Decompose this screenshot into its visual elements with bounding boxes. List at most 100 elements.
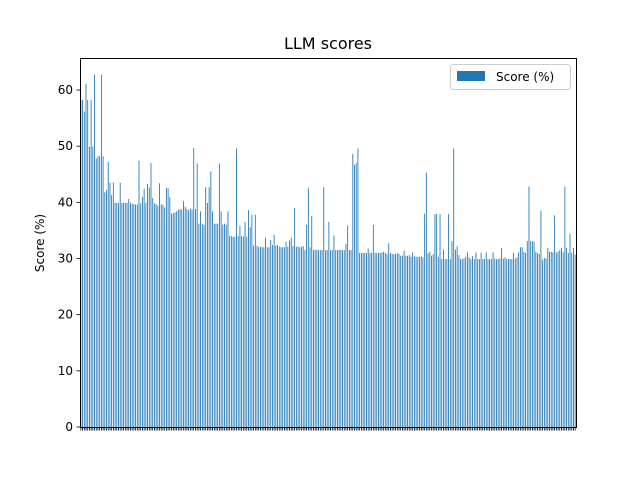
bar <box>357 148 359 428</box>
bar <box>230 236 232 427</box>
bar <box>318 250 320 427</box>
bar <box>82 100 83 428</box>
bar <box>85 83 87 427</box>
bar <box>511 259 513 427</box>
bar <box>106 189 107 427</box>
bar <box>393 254 395 427</box>
bar <box>148 187 150 427</box>
bar <box>123 202 125 427</box>
bar <box>280 247 282 427</box>
bar <box>165 187 167 427</box>
bar <box>513 252 514 427</box>
bar <box>203 224 205 427</box>
legend-label: Score (%) <box>496 70 554 84</box>
bar <box>299 247 301 427</box>
bar <box>398 254 400 427</box>
bar <box>549 251 550 427</box>
bar <box>201 223 203 427</box>
bar <box>290 237 292 427</box>
bar <box>475 252 477 427</box>
bar <box>95 158 97 427</box>
bar <box>478 259 480 427</box>
bar <box>456 246 458 427</box>
bar <box>128 198 130 427</box>
bar <box>206 202 208 427</box>
bar <box>573 247 574 427</box>
bar <box>242 236 244 427</box>
bar <box>304 250 306 427</box>
bar <box>562 252 564 427</box>
bar <box>316 250 318 427</box>
bar <box>92 146 94 428</box>
bar <box>557 251 559 427</box>
bar <box>171 213 172 427</box>
bar <box>425 172 427 427</box>
bar <box>468 257 470 427</box>
bar <box>261 247 263 427</box>
bar <box>287 246 289 427</box>
bar <box>256 245 258 427</box>
bar <box>109 182 111 427</box>
bar <box>295 246 297 427</box>
bar <box>311 215 313 427</box>
bar <box>309 247 311 427</box>
bar <box>222 224 224 427</box>
y-tick-label: 40 <box>58 195 73 209</box>
bar <box>179 209 181 427</box>
bar <box>386 254 388 427</box>
bar <box>379 252 381 427</box>
bar <box>172 213 174 427</box>
bar <box>100 74 102 427</box>
bar <box>437 256 439 427</box>
y-axis-label: Score (%) <box>33 214 47 272</box>
bar <box>383 251 385 427</box>
bar <box>224 223 225 427</box>
bar <box>378 252 379 427</box>
bar <box>336 250 338 427</box>
bar <box>422 257 424 427</box>
bar <box>496 259 497 427</box>
bar <box>335 250 337 427</box>
bar <box>107 161 109 427</box>
bar <box>526 241 528 427</box>
bar <box>446 259 448 427</box>
bar <box>554 215 556 427</box>
bar <box>401 255 403 427</box>
bar <box>140 203 142 427</box>
bar <box>270 239 272 427</box>
bar <box>155 204 157 427</box>
bar <box>472 256 473 427</box>
bar <box>366 252 367 427</box>
bar <box>193 147 195 428</box>
bar <box>501 247 503 427</box>
bar <box>326 250 328 427</box>
bar <box>126 202 128 427</box>
bar <box>237 236 239 427</box>
bar <box>444 259 446 427</box>
bar <box>567 252 569 427</box>
bar <box>448 214 450 427</box>
bar <box>519 247 521 427</box>
plot-frame <box>80 58 577 428</box>
bar <box>340 250 342 427</box>
bar <box>408 255 410 427</box>
bar <box>294 207 296 427</box>
bar <box>164 207 166 427</box>
bar <box>330 250 331 427</box>
bar <box>543 257 545 427</box>
bar <box>420 256 422 427</box>
bar <box>396 252 398 427</box>
bar <box>167 188 169 427</box>
bar <box>360 252 362 427</box>
bar <box>217 223 219 427</box>
bar <box>395 254 396 427</box>
bar <box>292 246 294 427</box>
bar <box>413 256 415 427</box>
bar <box>453 148 455 428</box>
bar <box>159 183 160 427</box>
bar <box>153 203 155 427</box>
bar <box>314 249 316 427</box>
bar <box>555 252 557 427</box>
bar <box>321 250 323 427</box>
bar <box>347 225 349 427</box>
